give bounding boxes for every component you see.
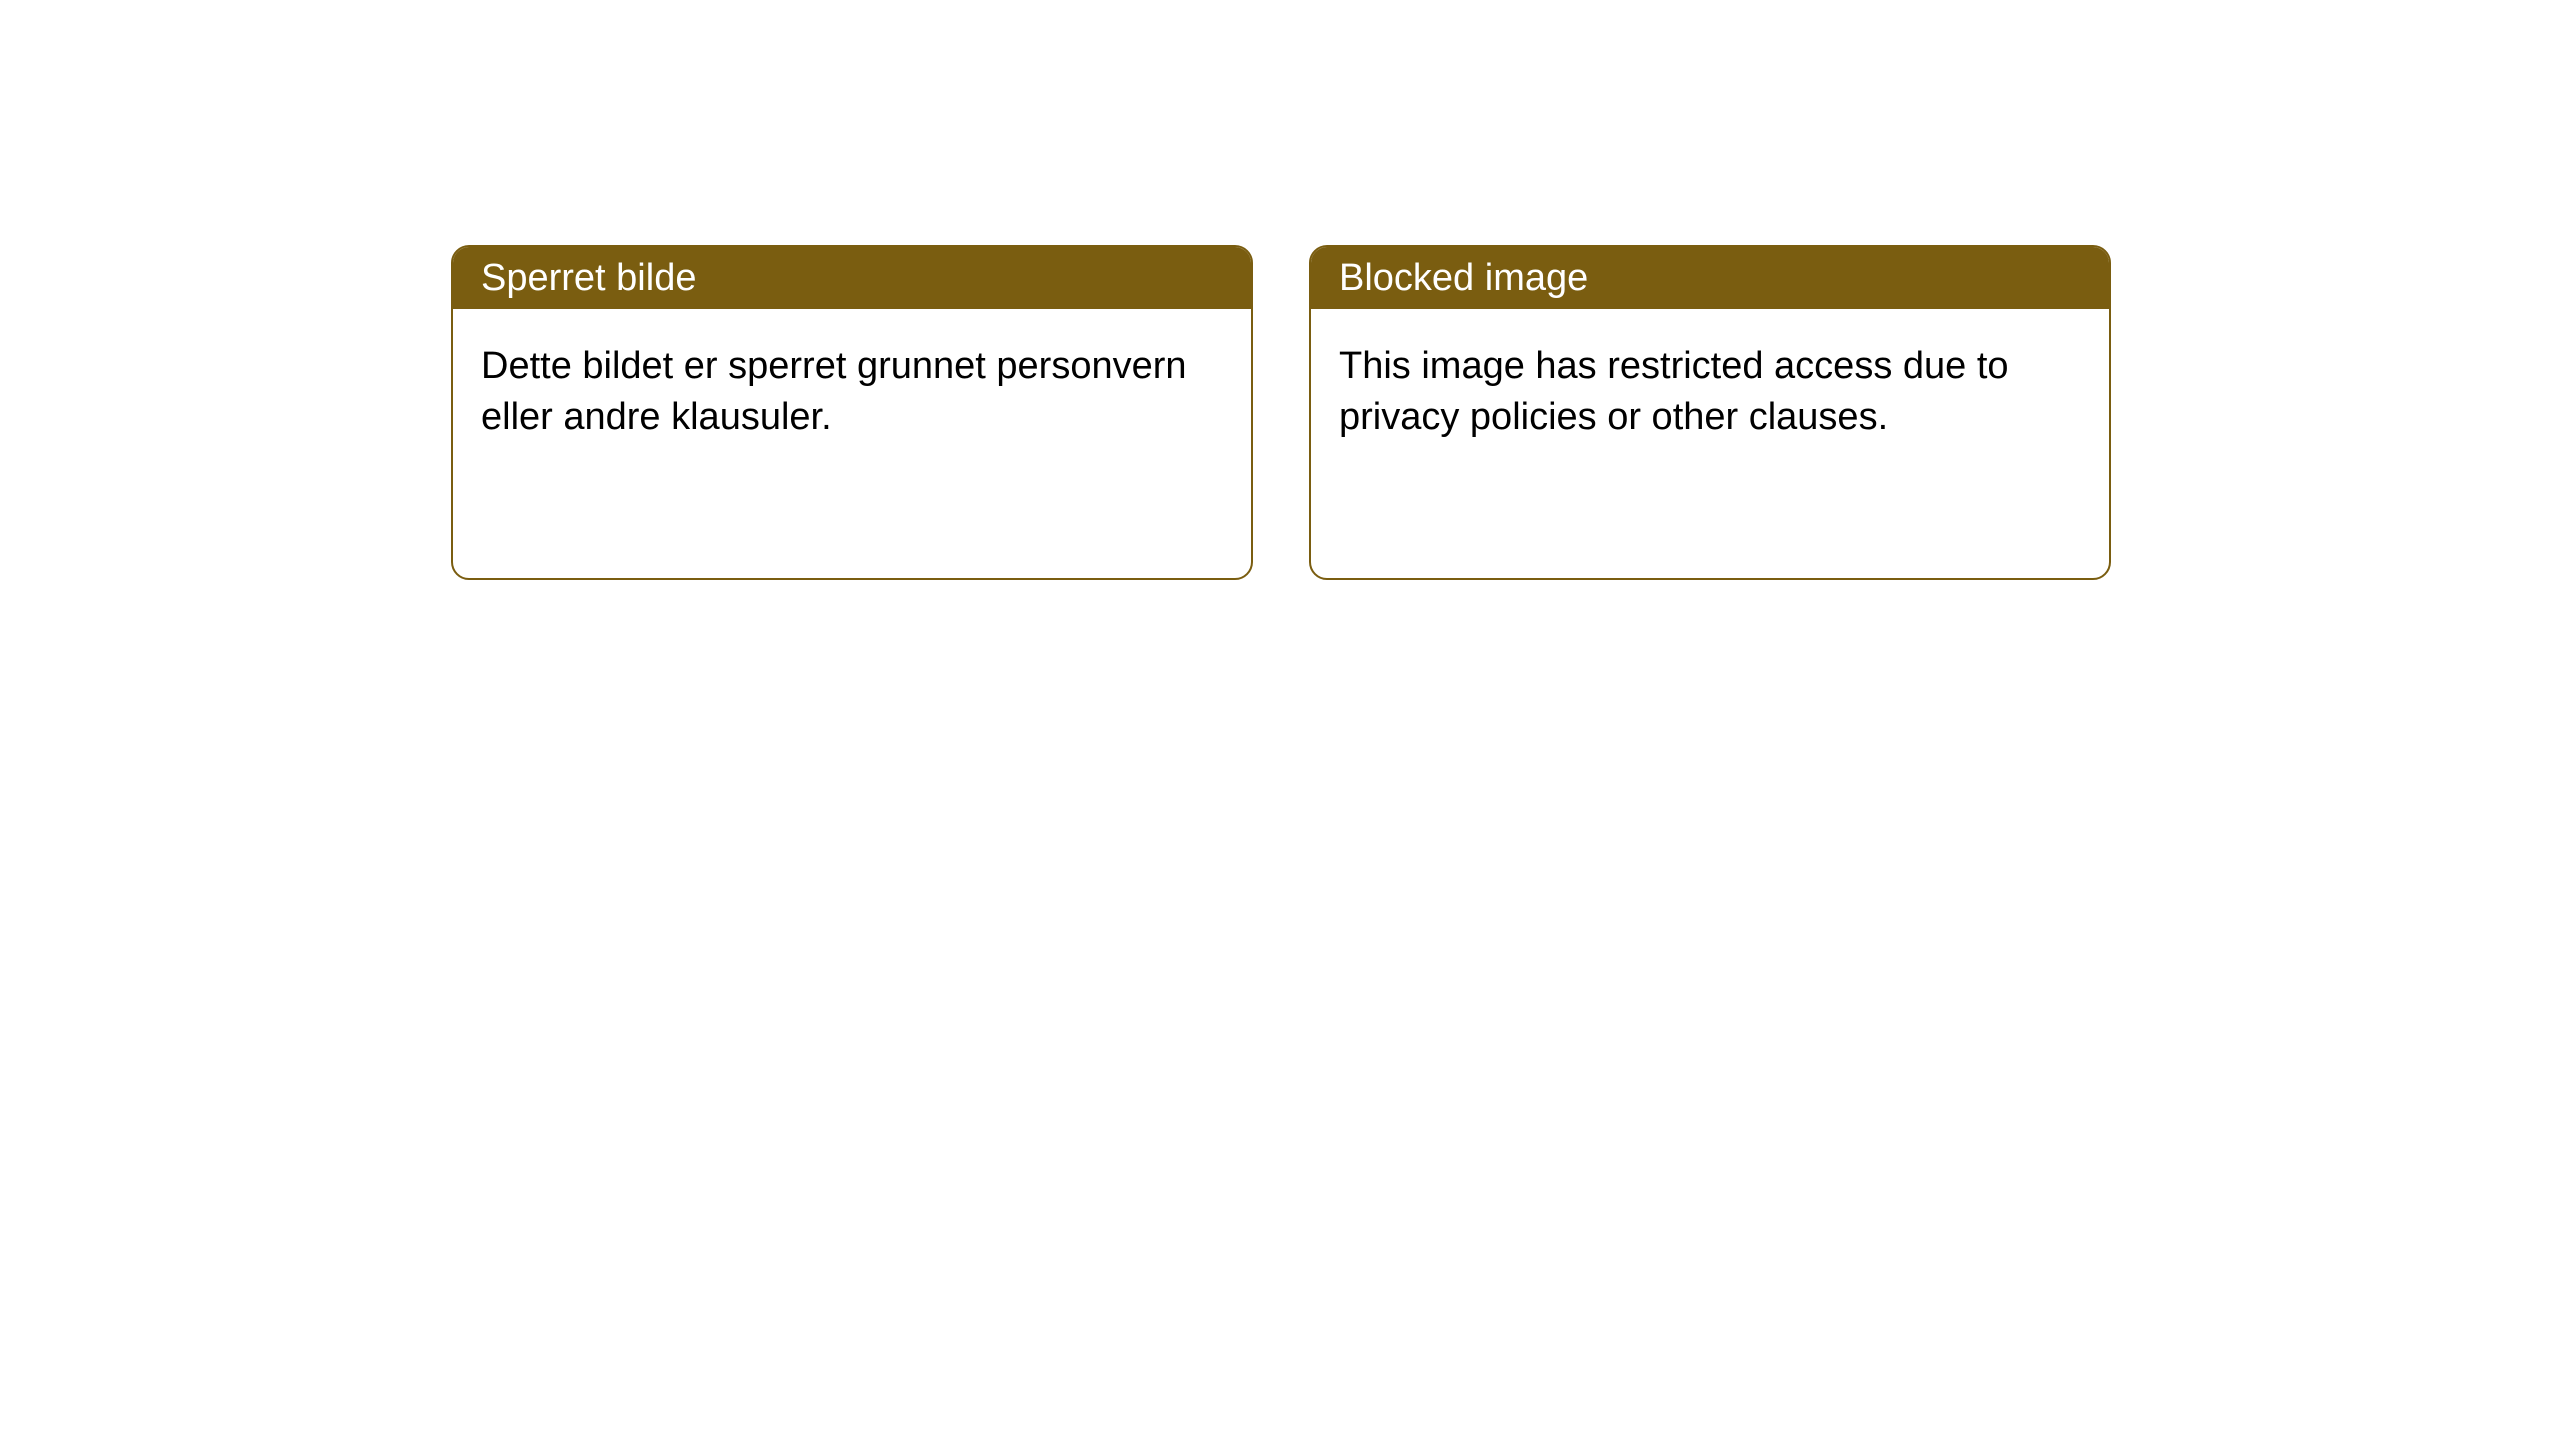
notice-title: Blocked image: [1339, 257, 1588, 300]
notice-container: Sperret bilde Dette bildet er sperret gr…: [0, 0, 2560, 580]
notice-text: Dette bildet er sperret grunnet personve…: [481, 345, 1187, 438]
notice-body: Dette bildet er sperret grunnet personve…: [453, 309, 1251, 476]
notice-card-norwegian: Sperret bilde Dette bildet er sperret gr…: [451, 245, 1253, 580]
notice-body: This image has restricted access due to …: [1311, 309, 2109, 476]
notice-header: Sperret bilde: [453, 247, 1251, 309]
notice-card-english: Blocked image This image has restricted …: [1309, 245, 2111, 580]
notice-header: Blocked image: [1311, 247, 2109, 309]
notice-title: Sperret bilde: [481, 257, 696, 300]
notice-text: This image has restricted access due to …: [1339, 345, 2009, 438]
